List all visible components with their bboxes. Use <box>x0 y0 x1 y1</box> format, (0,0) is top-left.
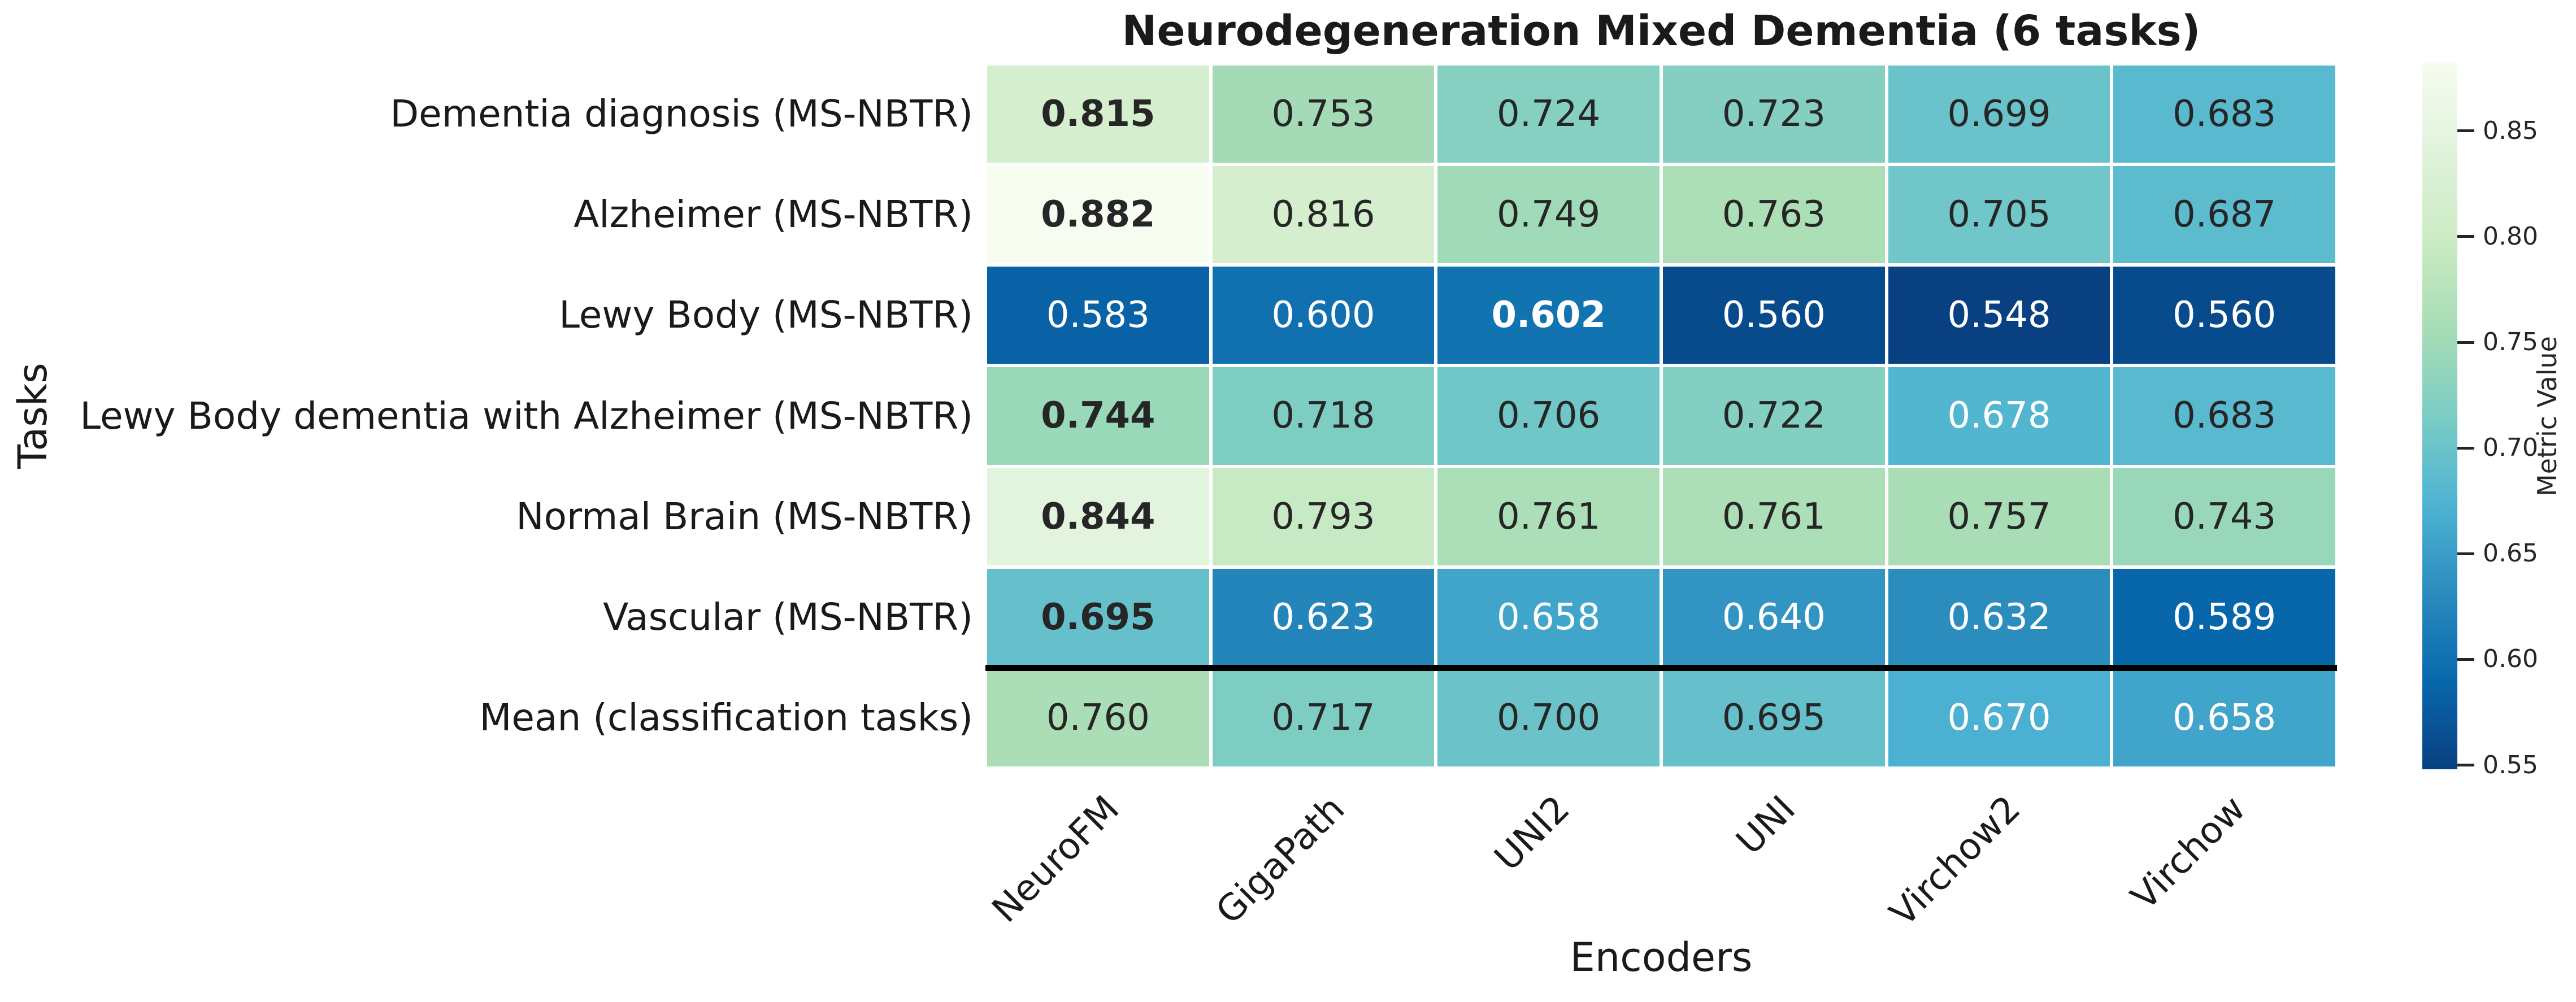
heatmap-cell: 0.760 <box>987 669 1209 766</box>
heatmap-cell: 0.718 <box>1212 367 1435 465</box>
heatmap-cell: 0.761 <box>1437 468 1660 565</box>
heatmap-cell: 0.623 <box>1212 568 1435 666</box>
heatmap-cell: 0.744 <box>987 367 1209 465</box>
colorbar-tick-mark <box>2457 552 2474 555</box>
heatmap-cell: 0.678 <box>1888 367 2110 465</box>
heatmap-cell: 0.749 <box>1437 166 1660 264</box>
column-label: GigaPath <box>1208 788 1353 933</box>
colorbar-label: Metric Value <box>2532 336 2562 496</box>
column-label: UNI <box>1728 788 1804 863</box>
heatmap-cell: 0.816 <box>1212 166 1435 264</box>
heatmap-cell: 0.705 <box>1888 166 2110 264</box>
colorbar-tick-label: 0.85 <box>2483 116 2538 145</box>
heatmap-cell: 0.844 <box>987 468 1209 565</box>
colorbar-tick-label: 0.55 <box>2483 750 2538 779</box>
row-label: Alzheimer (MS-NBTR) <box>574 193 973 237</box>
heatmap-cell: 0.583 <box>987 267 1209 364</box>
heatmap-cell: 0.761 <box>1663 468 1885 565</box>
heatmap-cell: 0.670 <box>1888 669 2110 766</box>
heatmap-cell: 0.687 <box>2113 166 2335 264</box>
row-label: Lewy Body dementia with Alzheimer (MS-NB… <box>80 394 973 438</box>
heatmap-cell: 0.724 <box>1437 66 1660 163</box>
colorbar-tick-mark <box>2457 129 2474 133</box>
column-label: Virchow2 <box>1882 788 2029 935</box>
heatmap-cell: 0.640 <box>1663 568 1885 666</box>
heatmap-cell: 0.723 <box>1663 66 1885 163</box>
row-label: Vascular (MS-NBTR) <box>603 595 973 639</box>
heatmap-cell: 0.560 <box>2113 267 2335 364</box>
mean-separator-line <box>985 664 2337 671</box>
heatmap-cell: 0.699 <box>1888 66 2110 163</box>
row-label: Dementia diagnosis (MS-NBTR) <box>390 92 973 136</box>
colorbar <box>2422 63 2457 769</box>
heatmap-cell: 0.757 <box>1888 468 2110 565</box>
colorbar-tick-mark <box>2457 446 2474 450</box>
column-label: Virchow <box>2123 788 2254 918</box>
colorbar-tick-mark <box>2457 657 2474 661</box>
heatmap-cell: 0.700 <box>1437 669 1660 766</box>
heatmap-cell: 0.763 <box>1663 166 1885 264</box>
heatmap-cell: 0.602 <box>1437 267 1660 364</box>
colorbar-tick-mark <box>2457 764 2474 766</box>
heatmap-cell: 0.658 <box>1437 568 1660 666</box>
colorbar-tick-label: 0.75 <box>2483 328 2538 356</box>
heatmap-cell: 0.753 <box>1212 66 1435 163</box>
heatmap-cell: 0.722 <box>1663 367 1885 465</box>
row-label: Mean (classification tasks) <box>479 695 973 739</box>
heatmap-cell: 0.589 <box>2113 568 2335 666</box>
column-label: UNI2 <box>1487 788 1578 879</box>
heatmap-cell: 0.695 <box>1663 669 1885 766</box>
heatmap-grid: 0.815 0.753 0.724 0.723 0.699 0.683 0.882 0.816… <box>985 64 2337 768</box>
heatmap-cell: 0.632 <box>1888 568 2110 666</box>
colorbar-tick-label: 0.60 <box>2483 644 2538 674</box>
chart-title: Neurodegeneration Mixed Dementia (6 task… <box>1122 7 2201 55</box>
heatmap-cell: 0.683 <box>2113 66 2335 163</box>
heatmap-cell: 0.683 <box>2113 367 2335 465</box>
row-label: Lewy Body (MS-NBTR) <box>559 293 973 337</box>
colorbar-tick-mark <box>2457 235 2474 238</box>
heatmap-cell: 0.548 <box>1888 267 2110 364</box>
heatmap-cell: 0.658 <box>2113 669 2335 766</box>
colorbar-tick-label: 0.80 <box>2483 221 2538 251</box>
row-label: Normal Brain (MS-NBTR) <box>516 494 973 538</box>
heatmap-cell: 0.815 <box>987 66 1209 163</box>
heatmap-cell: 0.600 <box>1212 267 1435 364</box>
heatmap-cell: 0.882 <box>987 166 1209 264</box>
y-axis-label: Tasks <box>10 363 56 469</box>
colorbar-tick-label: 0.65 <box>2483 539 2538 568</box>
heatmap-cell: 0.560 <box>1663 267 1885 364</box>
heatmap-cell: 0.706 <box>1437 367 1660 465</box>
column-label: NeuroFM <box>984 788 1128 931</box>
colorbar-tick-mark <box>2457 341 2474 344</box>
heatmap-cell: 0.695 <box>987 568 1209 666</box>
heatmap-cell: 0.717 <box>1212 669 1435 766</box>
heatmap-cell: 0.793 <box>1212 468 1435 565</box>
colorbar-tick-label: 0.70 <box>2483 433 2538 463</box>
heatmap-cell: 0.743 <box>2113 468 2335 565</box>
x-axis-label: Encoders <box>1570 934 1753 981</box>
